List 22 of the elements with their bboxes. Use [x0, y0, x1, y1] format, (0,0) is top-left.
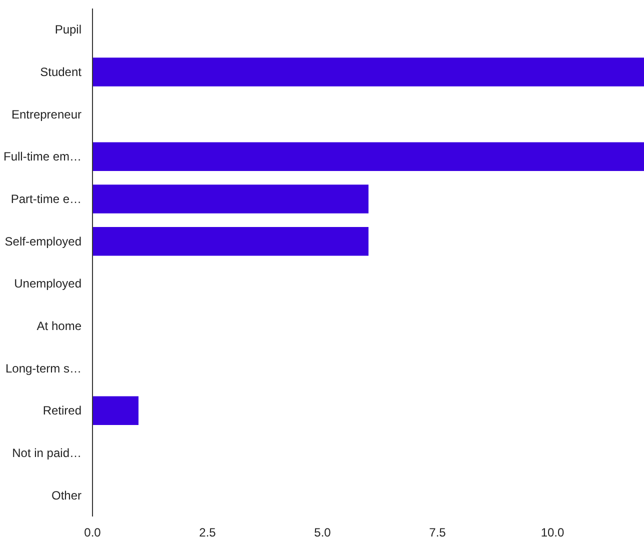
y-tick-label: Entrepreneur [11, 107, 82, 122]
bar [92, 226, 368, 256]
y-tick-label: Pupil [54, 22, 82, 37]
y-tick-label: Self-employed [4, 234, 82, 248]
bar [92, 142, 644, 172]
bar [92, 58, 644, 86]
y-tick-label: Full-time em… [3, 150, 82, 164]
x-tick-label: 2.5 [199, 526, 216, 539]
x-tick-label: 7.5 [429, 526, 446, 539]
x-tick-label: 5.0 [314, 526, 332, 539]
y-tick-label: Not in paid… [12, 446, 82, 460]
y-tick-label: Part-time e… [10, 192, 82, 206]
y-tick-label: Student [40, 65, 82, 79]
y-tick-label: At home [36, 319, 82, 333]
y-tick-label: Retired [42, 404, 82, 418]
x-tick-label: 0.0 [84, 526, 102, 539]
x-tick-label: 10.0 [540, 526, 565, 539]
bar [92, 396, 138, 426]
y-tick-label: Other [51, 488, 82, 502]
y-tick-label: Long-term s… [5, 361, 82, 376]
y-tick-label: Unemployed [14, 276, 82, 291]
bar [92, 184, 368, 214]
